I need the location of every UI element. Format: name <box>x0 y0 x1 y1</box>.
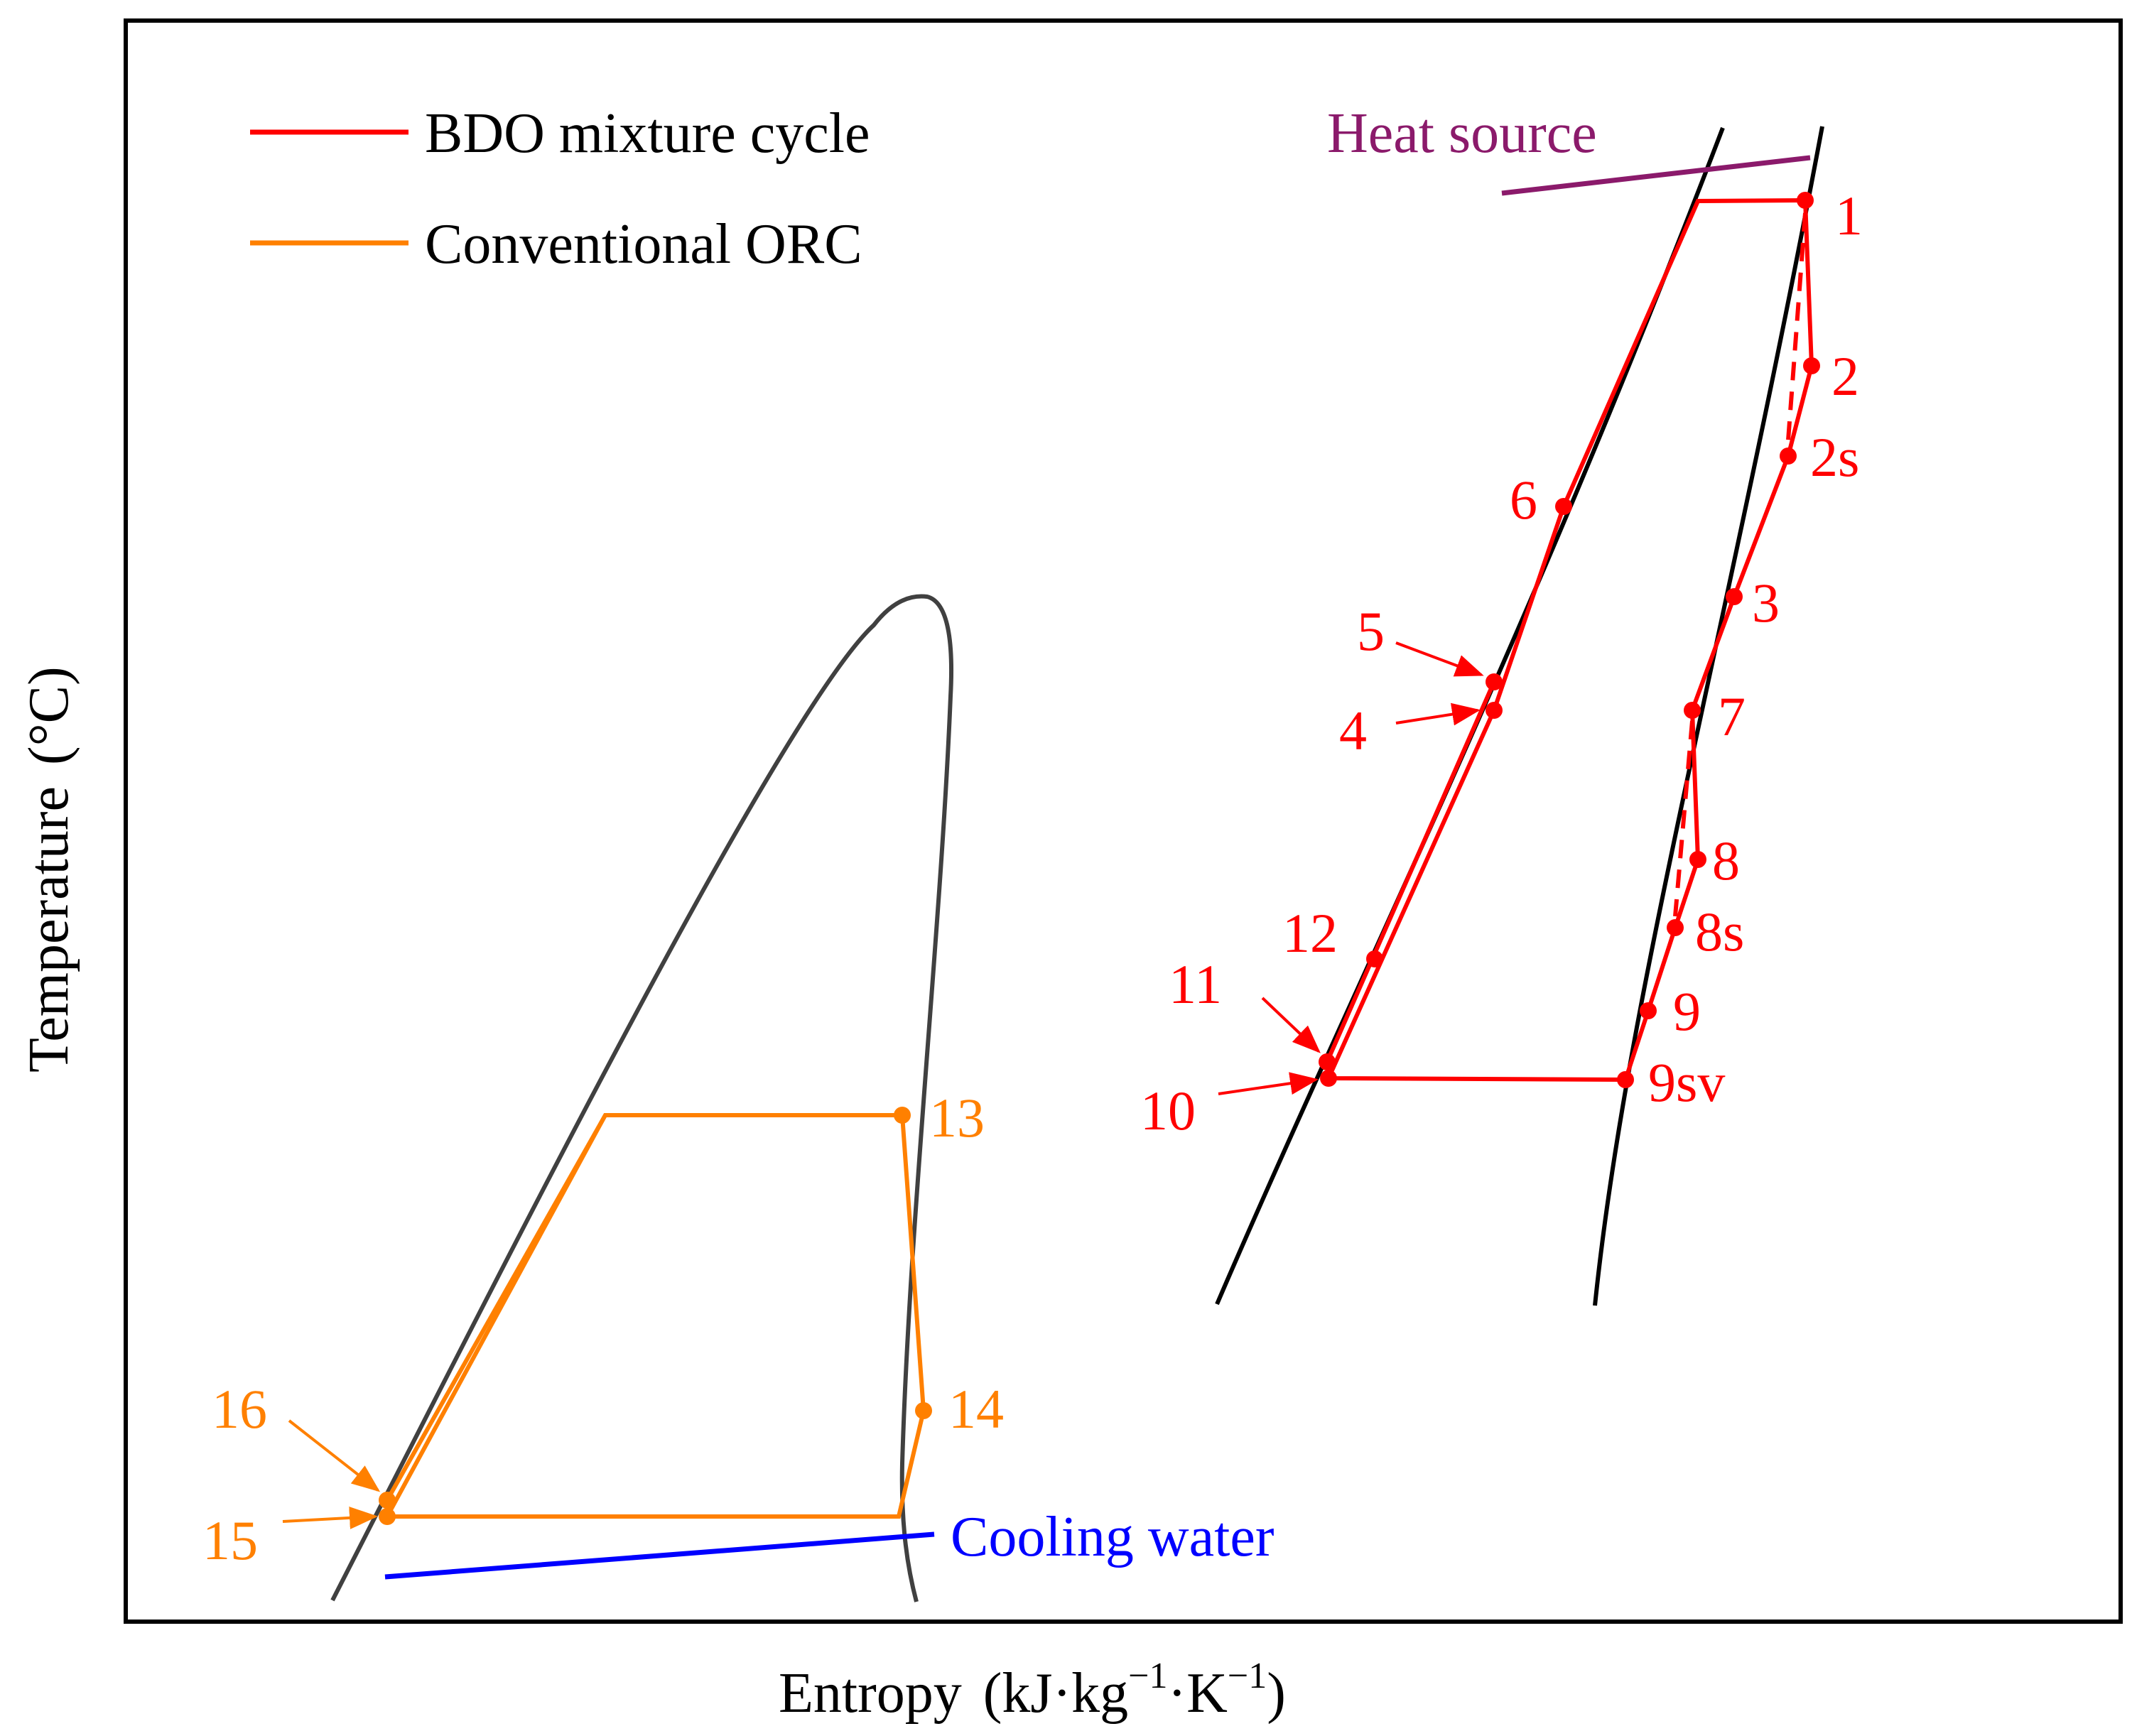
point-9 <box>1640 1002 1657 1019</box>
label-point-9sv: 9sv <box>1648 1051 1725 1113</box>
arrow-11 <box>1261 997 1321 1053</box>
heat-source-line <box>1501 155 1811 196</box>
orc-point-labels: 13 14 15 16 <box>202 1087 1004 1571</box>
label-point-6: 6 <box>1510 469 1537 531</box>
point-6 <box>1555 498 1572 515</box>
x-axis-unit-exp2: −1 <box>1228 1656 1267 1696</box>
point-3 <box>1726 588 1743 605</box>
point-2s <box>1780 447 1797 465</box>
x-axis-title: Entropy <box>779 1662 962 1725</box>
label-point-15: 15 <box>202 1509 258 1571</box>
plot-frame <box>124 18 2123 1624</box>
x-axis-unit-base: (kJ·kg <box>983 1662 1128 1725</box>
cooling-water-label: Cooling water <box>951 1506 1274 1568</box>
point-16 <box>379 1492 396 1509</box>
label-point-11: 11 <box>1169 953 1222 1015</box>
orc-cycle-path <box>385 1113 926 1519</box>
point-14 <box>915 1402 932 1419</box>
label-point-2: 2 <box>1831 345 1859 407</box>
y-axis-unit: (°C) <box>18 666 80 765</box>
label-point-7: 7 <box>1718 685 1746 747</box>
cooling-water-line <box>384 1531 935 1580</box>
orc-liquid-path <box>385 1114 607 1502</box>
heat-source-label: Heat source <box>1327 102 1597 165</box>
bdo-cycle-upper-path <box>1325 680 1496 1063</box>
label-point-4: 4 <box>1339 700 1367 761</box>
arrow-5 <box>1395 641 1484 677</box>
label-point-8: 8 <box>1712 830 1740 891</box>
arrow-4 <box>1395 702 1481 726</box>
point-7 <box>1684 702 1701 719</box>
label-point-12: 12 <box>1282 902 1338 964</box>
bdo-point-labels: 1 2 2s 3 4 5 6 7 8 8s 9 9sv 10 11 12 <box>1140 185 1863 1141</box>
point-12 <box>1366 950 1383 967</box>
x-axis-unit-exp1: −1 <box>1128 1656 1167 1696</box>
label-point-14: 14 <box>948 1378 1004 1440</box>
orc-saturation-dome <box>330 594 954 1602</box>
legend-label-orc: Conventional ORC <box>425 213 862 276</box>
label-point-9: 9 <box>1673 980 1701 1042</box>
arrow-15 <box>282 1506 378 1529</box>
point-1 <box>1797 192 1814 209</box>
label-point-8s: 8s <box>1695 901 1744 962</box>
bdo-isentropic-dash-2 <box>1673 720 1694 917</box>
label-point-13: 13 <box>929 1087 985 1149</box>
arrow-10 <box>1218 1072 1319 1095</box>
point-8s <box>1667 919 1684 936</box>
point-13 <box>894 1107 911 1124</box>
legend-label-bdo: BDO mixture cycle <box>425 102 870 165</box>
x-axis-unit-mid: ·K <box>1167 1662 1227 1725</box>
point-5 <box>1486 673 1503 690</box>
point-8 <box>1689 851 1706 868</box>
y-axis-label: Temperature (°C) <box>18 666 80 1073</box>
point-11 <box>1319 1053 1336 1070</box>
bdo-cycle-path <box>1326 197 1814 1083</box>
point-2 <box>1803 357 1820 374</box>
bdo-isentropic-dash-1 <box>1786 212 1807 441</box>
label-point-10: 10 <box>1140 1080 1196 1141</box>
y-axis-title: Temperature <box>18 786 80 1073</box>
arrow-16 <box>288 1419 381 1492</box>
label-point-3: 3 <box>1752 572 1780 634</box>
bdo-liquid-line <box>1215 126 1725 1306</box>
label-point-16: 16 <box>212 1378 267 1440</box>
x-axis-label: Entropy (kJ·kg−1·K−1) <box>779 1656 1286 1725</box>
point-9sv <box>1617 1071 1634 1088</box>
label-point-1: 1 <box>1835 185 1863 246</box>
point-15 <box>379 1508 396 1525</box>
orc-points <box>379 1107 932 1525</box>
bdo-vapor-line <box>1593 126 1824 1306</box>
point-10 <box>1320 1070 1337 1087</box>
x-axis-unit-close: ) <box>1267 1662 1286 1725</box>
point-4 <box>1486 702 1503 719</box>
label-point-2s: 2s <box>1810 426 1859 488</box>
bdo-points <box>1319 192 1820 1088</box>
label-point-5: 5 <box>1357 600 1385 662</box>
